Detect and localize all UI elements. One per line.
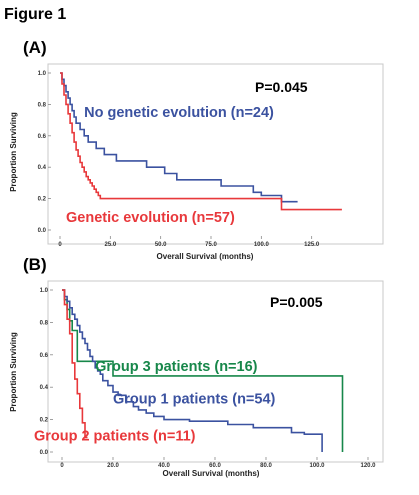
panel-a-ylabel: Proportion Surviving [9, 112, 18, 192]
panel-b-pvalue: P=0.005 [270, 294, 323, 310]
panel-b-ytick-label: 1.0 [40, 288, 49, 294]
panel-b-ytick-label: 0.8 [40, 320, 49, 326]
panel-b-ytick-label: 0.6 [40, 353, 49, 359]
panel-a-xlabel: Overall Survival (months) [157, 252, 254, 261]
panel-b-series-label-blue: Group 1 patients (n=54) [113, 391, 276, 407]
panel-a-plot-frame [47, 63, 384, 245]
panel-a-ytick-label: 0.4 [38, 165, 47, 171]
panel-a-curve-blue [60, 72, 298, 203]
panel-a-series-labels: No genetic evolution (n=24) Genetic evolu… [66, 105, 274, 226]
panel-a-ytick-label: 0.8 [38, 102, 47, 108]
panel-a-xtick-label: 125.0 [304, 242, 320, 248]
panel-a-pvalue: P=0.045 [255, 79, 308, 95]
panel-b-xtick-label: 20.0 [107, 463, 119, 469]
figure-title: Figure 1 [4, 6, 66, 23]
panel-b-xtick-label: 60.0 [209, 463, 221, 469]
panel-b-xtick-label: 80.0 [260, 463, 272, 469]
panel-b-ytick-label: 0.4 [40, 385, 49, 391]
panel-b-label: (B) [23, 255, 47, 274]
panel-b-curve-blue [62, 289, 323, 452]
panel-b-curve-red [62, 289, 88, 439]
panel-b-xtick-label: 120.0 [360, 463, 376, 469]
panel-a-curve-red [60, 72, 342, 211]
panel-a-curves [60, 72, 342, 211]
panel-a: (A) Proportion Surviving Overall Surviva… [9, 38, 384, 261]
panel-b-xtick-label: 0 [60, 463, 64, 469]
panel-a-series-label-red: Genetic evolution (n=57) [66, 210, 235, 226]
panel-a-ytick-label: 0.6 [38, 134, 47, 140]
panel-a-xtick-label: 0 [58, 242, 62, 248]
panel-a-xtick-label: 100.0 [254, 242, 270, 248]
panel-b-series-label-green: Group 3 patients (n=16) [95, 359, 258, 375]
panel-b-ylabel: Proportion Surviving [9, 332, 18, 412]
panel-b-plot-frame [47, 280, 384, 463]
panel-a-ticks: 0.0 0.2 0.4 0.6 0.8 1.0 0 25.0 50.0 75.0 100.0 125.… [38, 71, 320, 248]
panel-a-ytick-label: 0.2 [38, 197, 47, 203]
panel-b-xlabel: Overall Survival (months) [163, 469, 260, 478]
panel-b-ytick-label: 0.0 [40, 450, 49, 456]
panel-b-series-label-red: Group 2 patients (n=11) [34, 429, 196, 445]
panel-a-ytick-label: 1.0 [38, 71, 47, 77]
panel-a-series-label-blue: No genetic evolution (n=24) [84, 105, 274, 121]
panel-a-xtick-label: 50.0 [155, 242, 167, 248]
panel-b-xtick-label: 40.0 [158, 463, 170, 469]
panel-b-curves [62, 289, 344, 452]
panel-b-series-labels: Group 3 patients (n=16) Group 1 patients … [34, 359, 276, 445]
panel-b: (B) Proportion Surviving Overall Surviva… [9, 255, 384, 478]
panel-a-ytick-label: 0.0 [38, 228, 47, 234]
panel-a-xtick-label: 25.0 [104, 242, 116, 248]
panel-b-ticks: 0.0 0.2 0.4 0.6 0.8 1.0 0 20.0 40.0 60.0 80.0 100.0… [40, 288, 377, 469]
panel-b-curve-green [62, 289, 344, 452]
panel-b-xtick-label: 100.0 [309, 463, 325, 469]
panel-a-xtick-label: 75.0 [205, 242, 217, 248]
panel-a-label: (A) [23, 38, 47, 57]
panel-b-ytick-label: 0.2 [40, 418, 49, 424]
